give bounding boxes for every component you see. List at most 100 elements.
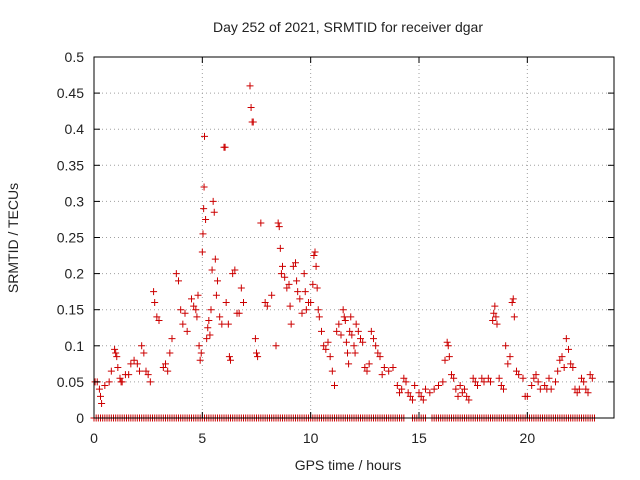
data-point — [545, 374, 553, 382]
data-point — [458, 389, 466, 397]
data-point — [133, 360, 141, 368]
data-point — [151, 298, 159, 306]
data-point — [552, 378, 559, 386]
data-point — [493, 320, 501, 328]
data-point — [354, 327, 362, 335]
data-point — [396, 389, 403, 397]
data-point — [320, 342, 328, 350]
x-axis-label: GPS time / hours — [295, 457, 402, 473]
data-point — [380, 363, 388, 371]
data-point — [307, 298, 315, 306]
data-point — [159, 363, 167, 371]
data-point — [430, 385, 438, 393]
data-point — [281, 273, 289, 281]
data-point — [263, 302, 271, 310]
data-point — [155, 317, 163, 325]
data-point — [216, 313, 224, 321]
data-point — [224, 320, 232, 328]
data-point — [450, 374, 458, 382]
data-point — [146, 378, 154, 386]
data-point — [164, 367, 172, 375]
data-point — [528, 382, 536, 390]
data-point — [272, 342, 280, 350]
data-point — [474, 382, 481, 390]
data-point — [363, 367, 371, 375]
data-point — [495, 374, 503, 382]
data-point — [530, 374, 538, 382]
data-point — [114, 363, 122, 371]
data-point — [480, 378, 488, 386]
data-point — [328, 367, 336, 375]
data-point — [277, 270, 285, 278]
data-point — [578, 374, 585, 382]
data-point — [279, 262, 286, 270]
data-point — [562, 335, 570, 343]
data-point — [105, 378, 113, 386]
data-point — [209, 197, 217, 205]
data-point — [411, 382, 419, 390]
data-point — [144, 371, 152, 379]
data-point — [162, 360, 169, 368]
data-point — [409, 396, 416, 404]
data-point — [443, 338, 451, 346]
y-tick-label: 0.1 — [65, 338, 85, 354]
data-point — [150, 288, 158, 296]
data-point — [183, 327, 191, 335]
data-point — [340, 313, 348, 321]
data-point — [140, 349, 148, 357]
data-point — [200, 205, 208, 213]
data-point — [523, 392, 531, 400]
data-point — [500, 385, 507, 393]
data-point — [422, 385, 429, 393]
data-point — [314, 306, 322, 314]
data-point — [198, 248, 206, 256]
data-point — [275, 223, 283, 231]
data-point — [254, 353, 262, 361]
data-point — [502, 342, 510, 350]
data-point — [333, 327, 341, 335]
data-point — [347, 313, 355, 321]
data-point — [98, 400, 106, 408]
data-point — [179, 320, 187, 328]
data-point — [580, 378, 588, 386]
data-point — [196, 356, 204, 364]
data-point — [419, 396, 427, 404]
data-point — [166, 349, 174, 357]
data-point — [312, 262, 320, 270]
data-point — [497, 382, 505, 390]
data-point — [315, 313, 323, 321]
data-point — [136, 367, 143, 375]
data-point — [301, 288, 309, 296]
data-point — [235, 309, 243, 317]
data-point — [172, 270, 180, 278]
grid-lines — [94, 57, 614, 418]
data-point — [227, 356, 234, 364]
data-point — [199, 230, 207, 238]
data-point — [324, 338, 332, 346]
data-point — [469, 374, 477, 382]
data-points — [90, 82, 598, 422]
data-point — [276, 244, 284, 252]
data-point — [393, 382, 401, 390]
axis-ticks — [93, 56, 614, 419]
data-point — [246, 82, 254, 90]
data-point — [560, 363, 568, 371]
data-point — [118, 378, 126, 386]
data-point — [212, 291, 220, 299]
data-point — [197, 349, 205, 357]
data-point — [113, 353, 121, 361]
data-point — [567, 360, 575, 368]
data-point — [253, 349, 260, 357]
data-point — [202, 215, 210, 223]
data-point — [311, 248, 319, 256]
data-point — [372, 342, 380, 350]
data-point — [582, 385, 590, 393]
data-point — [471, 378, 479, 386]
data-point — [112, 349, 120, 357]
x-tick-label: 10 — [303, 430, 319, 446]
data-point — [292, 259, 299, 267]
y-tick-label: 0.2 — [65, 266, 85, 282]
data-point — [237, 284, 245, 292]
data-point — [463, 392, 471, 400]
x-tick-label: 20 — [520, 430, 536, 446]
